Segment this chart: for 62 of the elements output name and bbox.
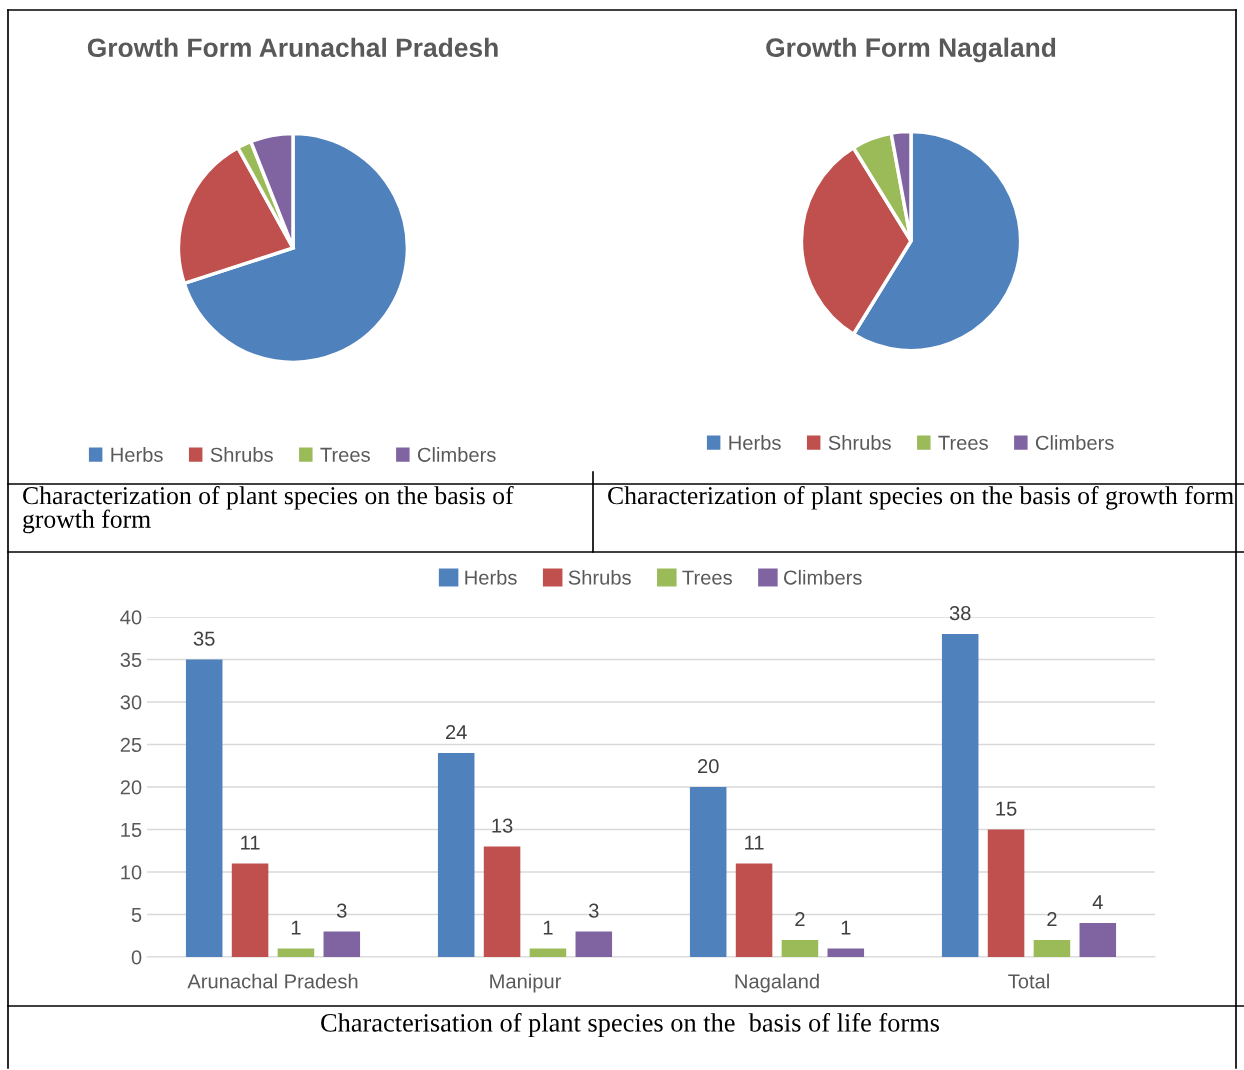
data-label: 38 — [949, 606, 971, 621]
data-label: 2 — [795, 912, 805, 927]
legend-label: Trees — [682, 570, 732, 585]
legend-label: Climbers — [784, 569, 862, 585]
bar — [575, 931, 613, 957]
y-tick-label: 15 — [121, 822, 142, 837]
data-label: 15 — [996, 801, 1017, 816]
legend-label: Shrubs — [828, 435, 891, 450]
chart-title: Growth Form Arunachal Pradesh — [87, 37, 498, 58]
data-label: 11 — [745, 835, 764, 850]
legend-label: Trees — [320, 447, 370, 462]
legend-label: Shrubs — [210, 447, 273, 462]
data-label: 20 — [698, 759, 719, 774]
data-label: 35 — [193, 631, 215, 646]
y-tick-label: 35 — [120, 652, 142, 667]
bar — [735, 863, 773, 957]
y-tick-label: 30 — [120, 695, 142, 710]
text: Characterisation of plant species on the basis of life forms — [321, 1012, 940, 1038]
bar — [323, 931, 361, 957]
bar — [827, 948, 865, 957]
x-tick-label: Nagaland — [735, 973, 819, 993]
x-tick-label: Arunachal Pradesh — [187, 973, 358, 989]
data-label: 1 — [543, 920, 553, 935]
legend-label: Herbs — [465, 569, 517, 585]
data-label: 1 — [841, 920, 851, 935]
data-label: 2 — [1047, 912, 1057, 927]
data-label: 4 — [1092, 895, 1103, 910]
y-tick-label: 5 — [131, 907, 142, 922]
legend-label: Climbers — [1035, 435, 1114, 450]
data-label: 3 — [336, 903, 347, 918]
bar — [987, 829, 1025, 957]
y-tick-label: 25 — [120, 737, 142, 752]
data-label: 3 — [588, 903, 599, 918]
bar — [781, 940, 819, 957]
text: Characterization of plant species on the basis of growth form — [608, 486, 1234, 510]
y-tick-label: 0 — [131, 950, 142, 965]
data-label: 1 — [291, 920, 301, 935]
bar — [941, 634, 979, 957]
legend-label: Herbs — [729, 435, 781, 450]
bar — [483, 846, 521, 957]
bar — [185, 659, 223, 957]
x-tick-label: Total — [1008, 973, 1049, 989]
legend-label: Trees — [938, 435, 988, 450]
bar — [689, 787, 727, 957]
bar — [1033, 940, 1071, 957]
y-tick-label: 20 — [120, 780, 142, 795]
data-label: 11 — [241, 835, 260, 850]
legend-label: Herbs — [111, 447, 163, 462]
data-label: 13 — [492, 818, 513, 833]
y-tick-label: 40 — [120, 610, 142, 625]
text: Characterization of plant species on the basis of growth form — [23, 486, 514, 534]
bar — [277, 948, 315, 957]
chart-title: Growth Form Nagaland — [766, 37, 1056, 63]
legend-label: Climbers — [417, 447, 496, 462]
data-label: 24 — [446, 725, 467, 740]
legend-label: Shrubs — [568, 569, 631, 585]
y-tick-label: 10 — [121, 865, 142, 880]
bar — [529, 948, 567, 957]
bar — [437, 753, 475, 957]
x-tick-label: Manipur — [490, 973, 562, 993]
bar — [231, 863, 269, 957]
bar — [1079, 923, 1117, 957]
